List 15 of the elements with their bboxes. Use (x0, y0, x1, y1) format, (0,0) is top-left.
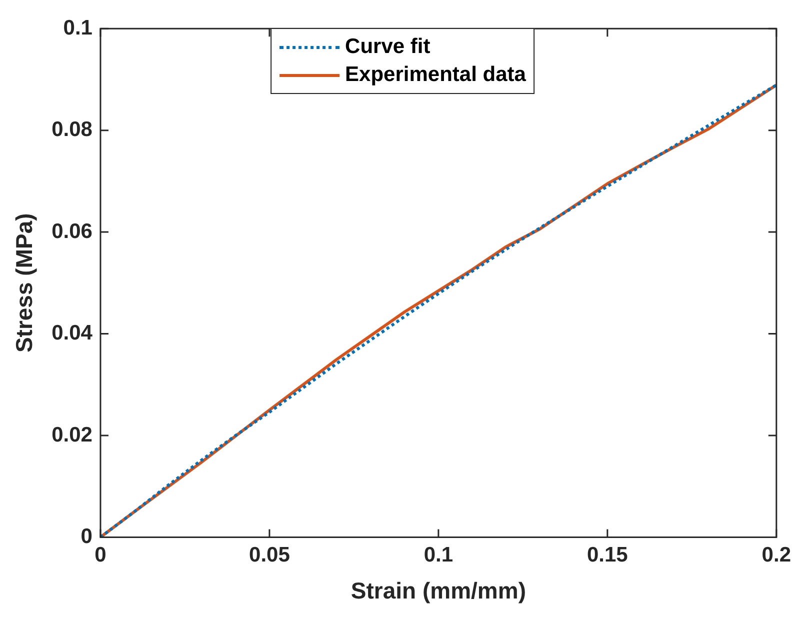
line-series (100, 84, 776, 538)
y-tick-label: 0.02 (52, 423, 92, 446)
x-tick-label: 0.05 (249, 544, 290, 567)
y-tick-label: 0.04 (52, 322, 93, 345)
y-tick-label: 0.06 (52, 220, 92, 243)
x-axis-title: Strain (mm/mm) (350, 578, 526, 604)
x-tick-label: 0.1 (424, 544, 454, 567)
x-tick-label: 0.15 (586, 544, 628, 567)
y-tick-label: 0.1 (63, 16, 93, 40)
x-tick-label: 0.2 (762, 544, 792, 567)
y-axis-title: Stress (MPa) (11, 213, 38, 353)
y-tick-label: 0 (80, 524, 92, 548)
y-tick-label: 0.08 (52, 118, 93, 142)
legend-label: Experimental data (345, 62, 526, 88)
legend-label: Curve fit (345, 34, 430, 60)
